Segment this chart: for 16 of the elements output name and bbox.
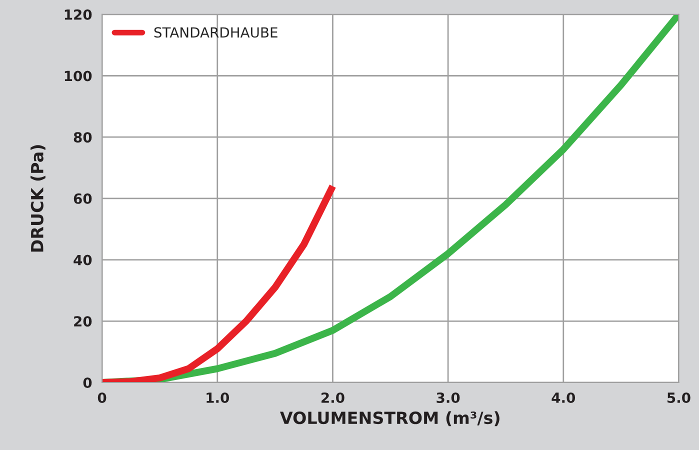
- y-tick-label: 20: [74, 316, 92, 327]
- x-tick-label: 4.0: [552, 392, 576, 403]
- y-tick-label: 120: [64, 9, 92, 20]
- x-tick-label: 3.0: [436, 392, 460, 403]
- y-tick-label: 100: [64, 70, 92, 82]
- y-axis-title: DRUCK (Pa): [30, 145, 46, 252]
- x-axis-title: VOLUMENSTROM (m³/s): [280, 411, 500, 426]
- x-tick-label: 5.0: [668, 392, 690, 403]
- x-tick-label: 2.0: [322, 392, 344, 403]
- y-tick-label: 0: [83, 377, 92, 388]
- x-tick-label: 0: [98, 392, 106, 403]
- y-tick-label: 80: [74, 132, 92, 143]
- y-tick-label: 40: [74, 254, 92, 266]
- legend-label: STANDARDHAUBE: [154, 27, 278, 38]
- y-tick-label: 60: [74, 193, 92, 204]
- x-tick-label: 1.0: [206, 392, 230, 403]
